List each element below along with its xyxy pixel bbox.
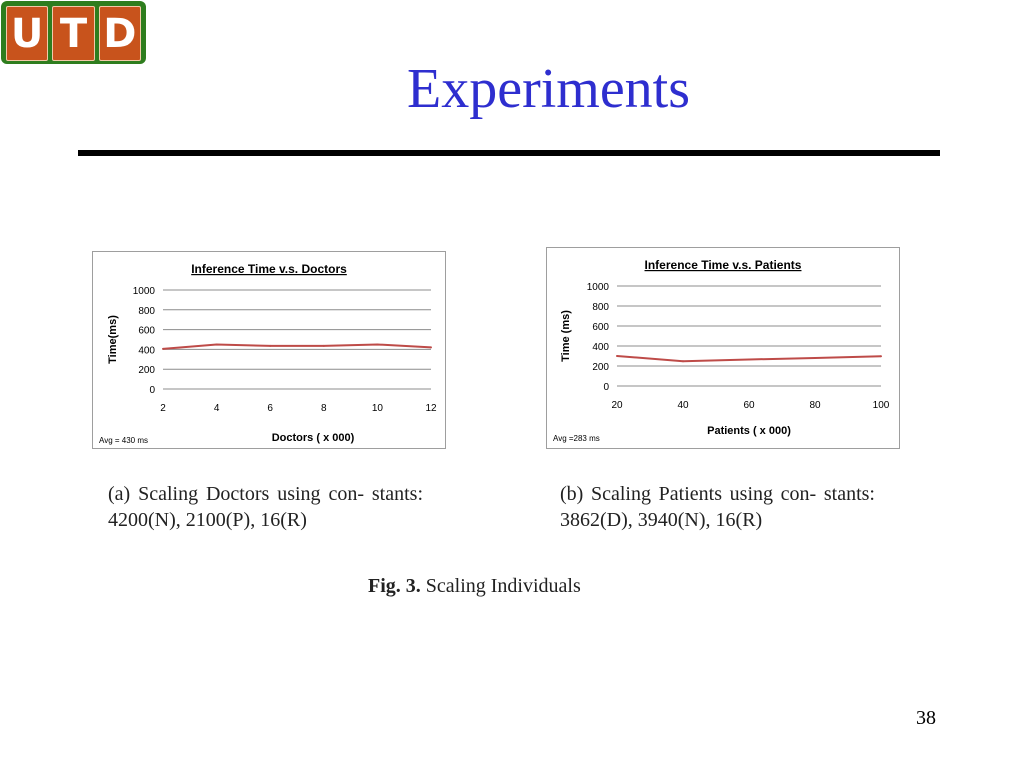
chart-doctors-title: Inference Time v.s. Doctors xyxy=(191,262,347,276)
chart-doctors-y-tick-label: 0 xyxy=(149,385,155,396)
chart-patients-x-tick-label: 20 xyxy=(611,400,623,411)
chart-doctors-x-tick-label: 6 xyxy=(267,403,273,414)
chart-patients-data-point xyxy=(616,355,618,357)
logo-letter-u: U xyxy=(6,6,49,61)
chart-patients-avg-annotation: Avg =283 ms xyxy=(553,434,600,443)
chart-doctors-series-line xyxy=(162,343,432,350)
chart-patients: Inference Time v.s. Patients 0 200 400 600 80… xyxy=(546,247,900,449)
slide-title: Experiments xyxy=(407,58,691,120)
chart-doctors-data-point xyxy=(376,343,379,346)
logo-letter-t: T xyxy=(52,6,95,61)
chart-doctors-x-tick-label: 8 xyxy=(321,403,327,414)
utd-logo: U T D xyxy=(1,1,146,64)
chart-patients-y-tick-label: 800 xyxy=(592,302,609,313)
chart-doctors-data-point xyxy=(322,344,325,347)
chart-doctors-y-tick-label: 200 xyxy=(138,365,155,376)
chart-doctors-data-point xyxy=(215,343,218,346)
chart-doctors-data-point xyxy=(430,346,432,349)
slide-number: 38 xyxy=(916,707,936,729)
chart-patients-y-tick-label: 400 xyxy=(592,342,609,353)
chart-doctors-y-tick-label: 1000 xyxy=(133,286,156,297)
caption-doctors: (a) Scaling Doctors using con- stants: 4… xyxy=(108,483,423,531)
chart-doctors-x-tick-label: 4 xyxy=(214,403,220,414)
chart-doctors-x-axis-label: Doctors ( x 000) xyxy=(272,432,355,444)
chart-patients-y-axis-label: Time (ms) xyxy=(560,310,572,362)
chart-patients-x-tick-label: 80 xyxy=(809,400,821,411)
chart-doctors-y-tick-label: 800 xyxy=(138,306,155,317)
chart-doctors-data-point xyxy=(162,347,164,350)
chart-doctors-y-axis-label: Time(ms) xyxy=(107,315,119,364)
chart-patients-plot: Inference Time v.s. Patients 0 200 400 600 80… xyxy=(553,258,890,443)
chart-patients-title: Inference Time v.s. Patients xyxy=(645,258,802,272)
figure-caption-text: Scaling Individuals xyxy=(425,575,581,597)
chart-patients-x-tick-label: 100 xyxy=(873,400,890,411)
chart-patients-y-tick-label: 0 xyxy=(603,382,609,393)
chart-doctors-data-point xyxy=(269,344,272,347)
chart-patients-data-point xyxy=(880,355,882,358)
chart-doctors-y-tick-label: 400 xyxy=(138,345,155,356)
chart-patients-y-tick-label: 200 xyxy=(592,362,609,373)
chart-patients-x-axis-label: Patients ( x 000) xyxy=(707,425,791,437)
chart-doctors-avg-annotation: Avg = 430 ms xyxy=(99,436,148,445)
title-divider xyxy=(78,150,940,156)
figure-label: Fig. 3. xyxy=(368,575,421,597)
chart-patients-data-point xyxy=(748,358,750,361)
chart-doctors-y-tick-label: 600 xyxy=(138,326,155,337)
chart-patients-data-point xyxy=(814,357,816,359)
chart-doctors-plot: Inference Time v.s. Doctors 0 200 400 600 800… xyxy=(99,262,437,445)
caption-patients: (b) Scaling Patients using con- stants: … xyxy=(560,483,875,531)
chart-patients-data-point xyxy=(682,360,684,363)
chart-patients-y-tick-label: 1000 xyxy=(587,282,610,293)
chart-doctors: Inference Time v.s. Doctors 0 200 400 600 800… xyxy=(92,251,446,449)
logo-letter-d: D xyxy=(98,6,141,61)
chart-patients-x-tick-label: 60 xyxy=(743,400,755,411)
chart-patients-x-tick-label: 40 xyxy=(677,400,689,411)
chart-patients-y-tick-label: 600 xyxy=(592,322,609,333)
figure-caption: Fig. 3. Scaling Individuals xyxy=(368,575,581,598)
chart-doctors-x-tick-label: 10 xyxy=(372,403,384,414)
chart-doctors-x-tick-label: 12 xyxy=(425,403,437,414)
chart-doctors-x-tick-label: 2 xyxy=(160,403,166,414)
